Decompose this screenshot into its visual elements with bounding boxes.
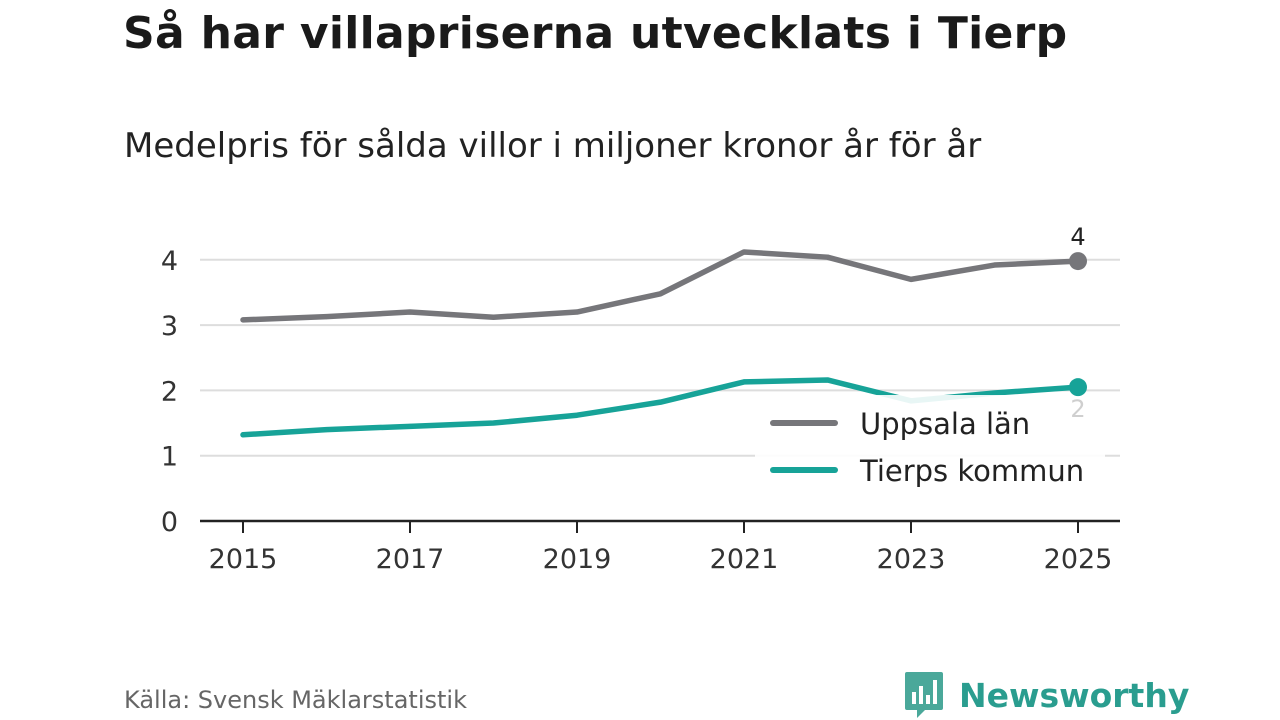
- y-tick-label: 4: [161, 246, 178, 277]
- x-tick-label: 2021: [710, 544, 779, 575]
- data-point-uppsala: [407, 309, 413, 315]
- source-note: Källa: Svensk Mäklarstatistik: [124, 686, 467, 714]
- y-tick-label: 0: [161, 507, 178, 538]
- chart-subtitle: Medelpris för sålda villor i miljoner kr…: [124, 126, 982, 166]
- data-point-tierp: [491, 420, 496, 426]
- end-label-tierp: 2: [1070, 395, 1085, 423]
- brand-name: Newsworthy: [959, 675, 1190, 715]
- brand-logo: Newsworthy: [903, 670, 1189, 720]
- end-marker-tierp: [1069, 378, 1087, 397]
- x-tick-label: 2019: [543, 544, 612, 575]
- x-tick-label: 2023: [877, 544, 946, 575]
- data-point-tierp: [825, 377, 830, 383]
- data-point-uppsala: [908, 276, 914, 282]
- x-tick-label: 2017: [376, 544, 445, 575]
- legend-label-uppsala: Uppsala län: [860, 407, 1030, 441]
- data-point-tierp: [741, 379, 747, 385]
- legend-label-tierp: Tierps kommun: [859, 454, 1084, 488]
- end-label-uppsala: 4: [1070, 223, 1085, 251]
- data-point-uppsala: [324, 314, 329, 320]
- data-point-tierp: [574, 412, 580, 418]
- series-line-uppsala: [240, 249, 1081, 323]
- x-tick-label: 2015: [209, 544, 278, 575]
- data-point-tierp: [324, 427, 329, 433]
- data-point-tierp: [407, 423, 413, 429]
- data-point-uppsala: [658, 291, 663, 297]
- data-point-uppsala: [741, 249, 747, 255]
- legend: Uppsala län Tierps kommun 4 2: [755, 223, 1105, 495]
- data-point-uppsala: [574, 309, 580, 315]
- data-point-uppsala: [992, 262, 997, 268]
- end-marker-uppsala: [1069, 252, 1087, 271]
- legend-background: [755, 395, 1105, 495]
- data-point-uppsala: [825, 254, 830, 260]
- data-point-uppsala: [240, 317, 246, 323]
- data-point-uppsala: [491, 314, 496, 320]
- x-axis: 2015 2017 2019 2021 2023 2025: [200, 519, 1120, 575]
- bar-chart-icon: [905, 672, 943, 718]
- data-point-tierp: [240, 432, 246, 438]
- y-tick-label: 2: [161, 376, 178, 407]
- y-tick-label: 1: [161, 442, 178, 473]
- data-point-tierp: [658, 399, 663, 405]
- y-axis-ticks: 0 1 2 3 4: [161, 246, 178, 538]
- chart-title: Så har villapriserna utvecklats i Tierp: [123, 8, 1068, 59]
- y-tick-label: 3: [161, 311, 178, 342]
- data-point-tierp: [992, 390, 997, 396]
- x-tick-label: 2025: [1044, 544, 1113, 575]
